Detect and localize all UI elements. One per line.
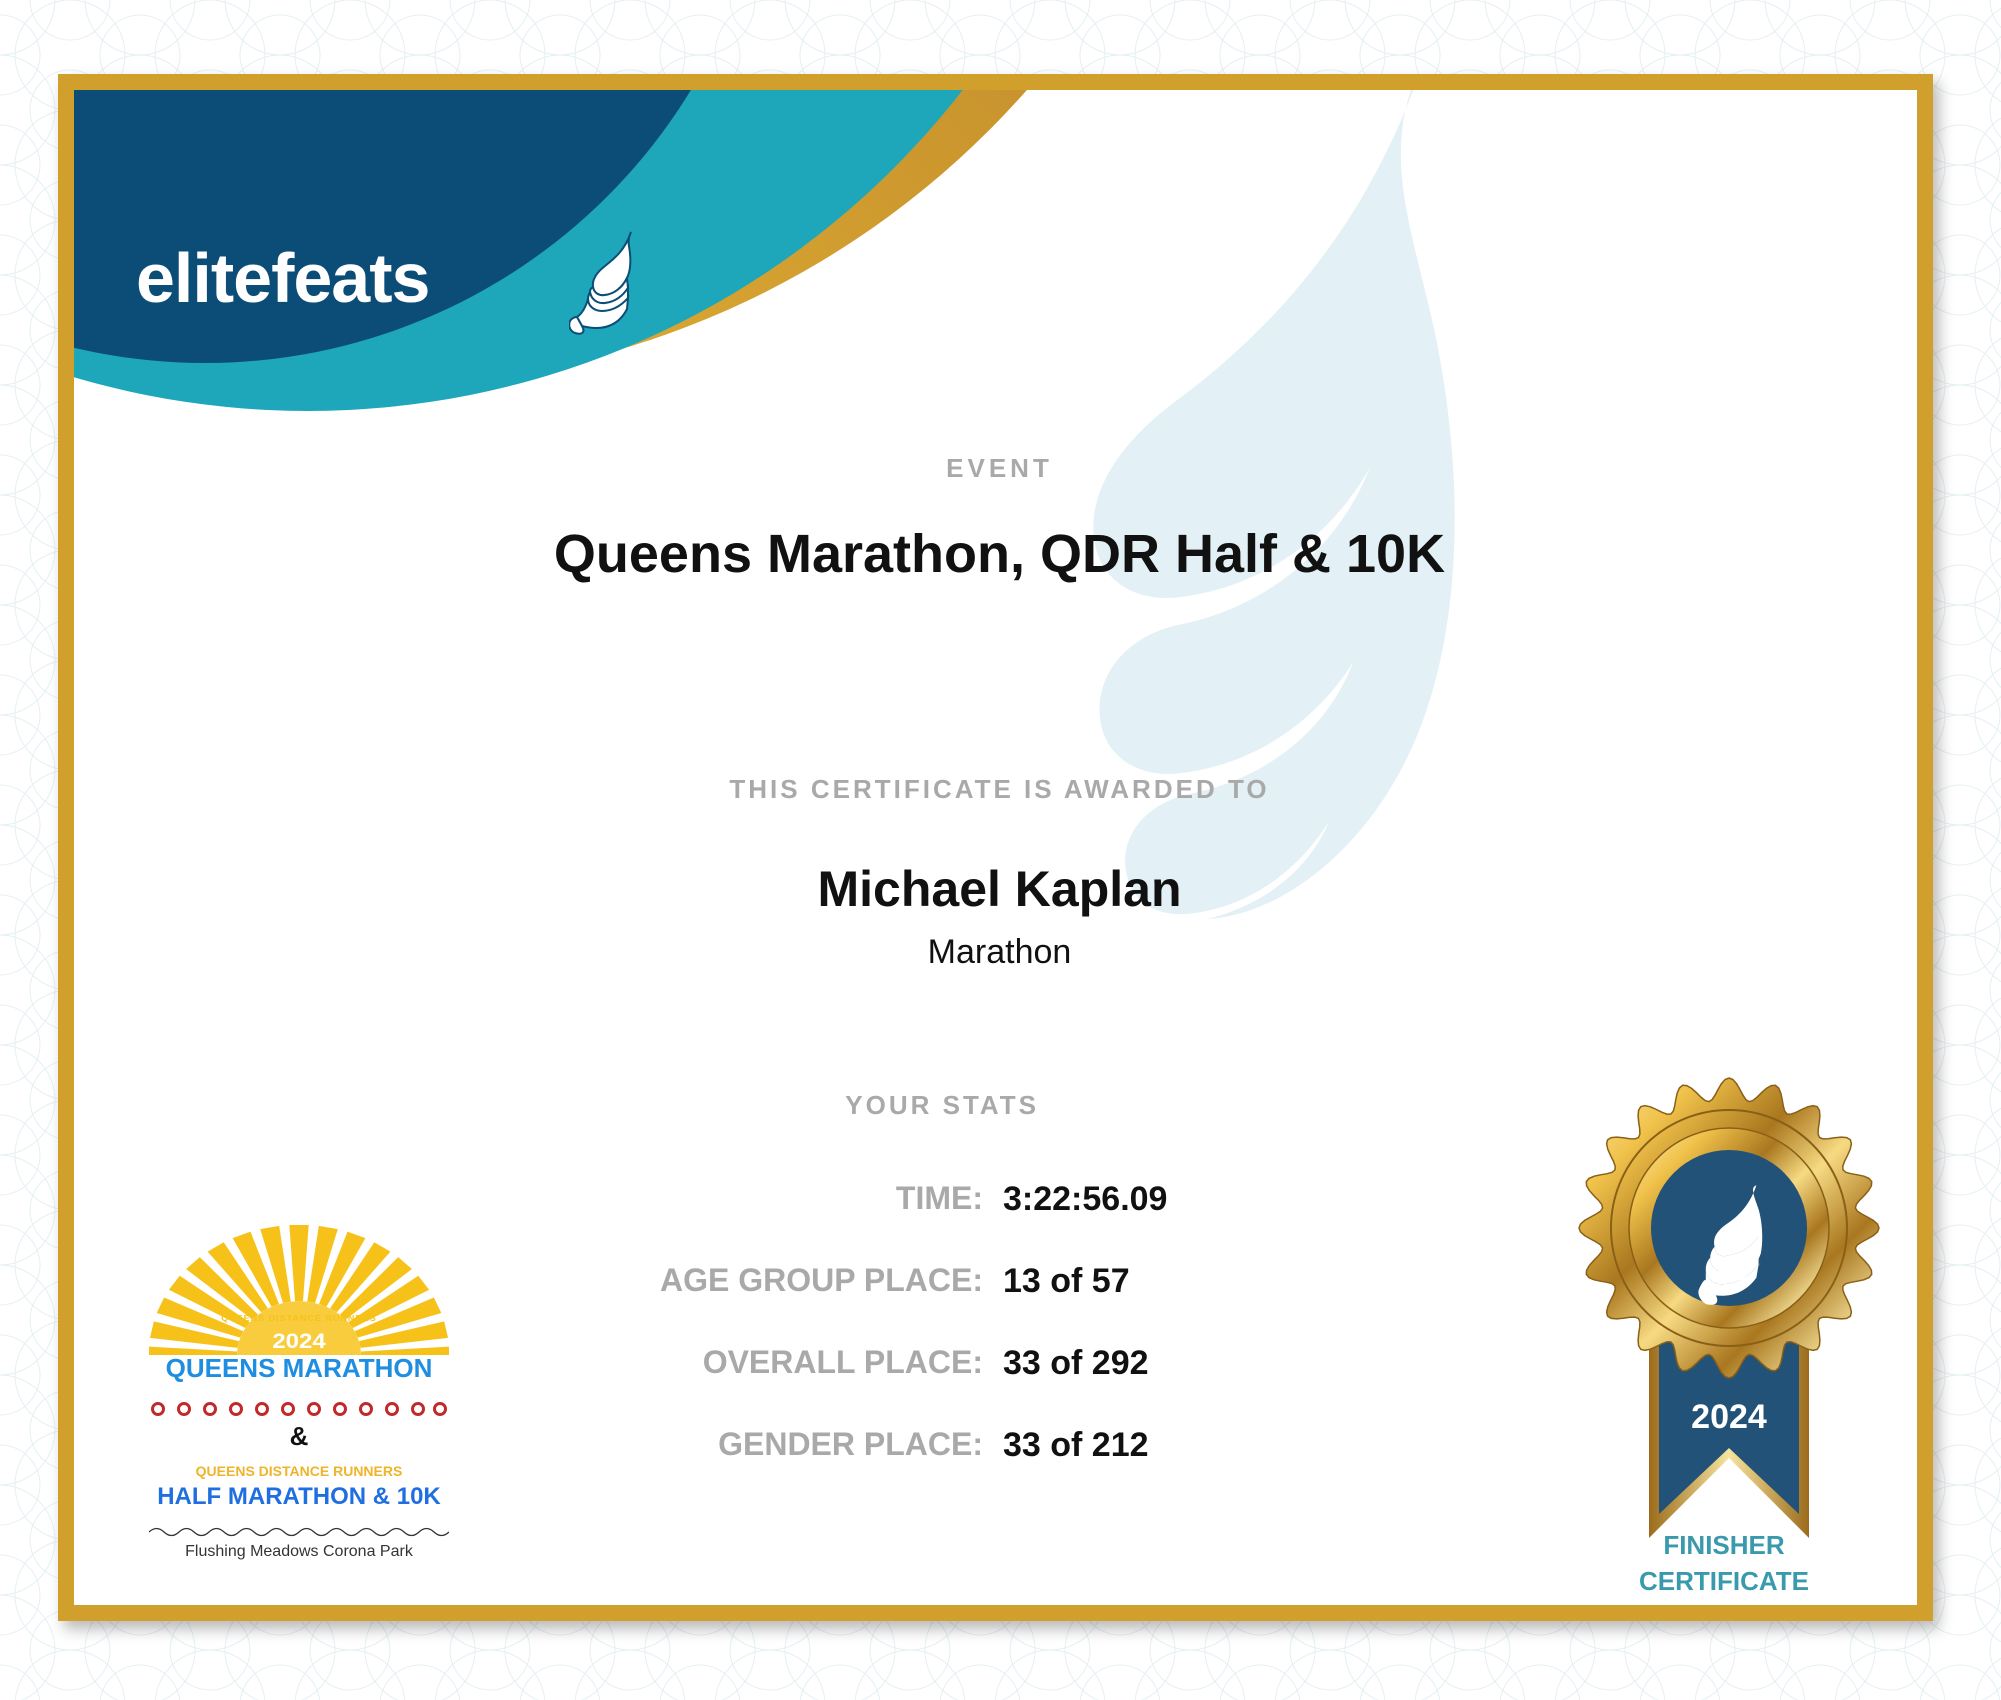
svg-text:2024: 2024	[272, 1330, 326, 1353]
svg-text:QUEENS DISTANCE RUNNERS: QUEENS DISTANCE RUNNERS	[221, 1314, 377, 1323]
svg-text:2024: 2024	[1691, 1398, 1767, 1436]
